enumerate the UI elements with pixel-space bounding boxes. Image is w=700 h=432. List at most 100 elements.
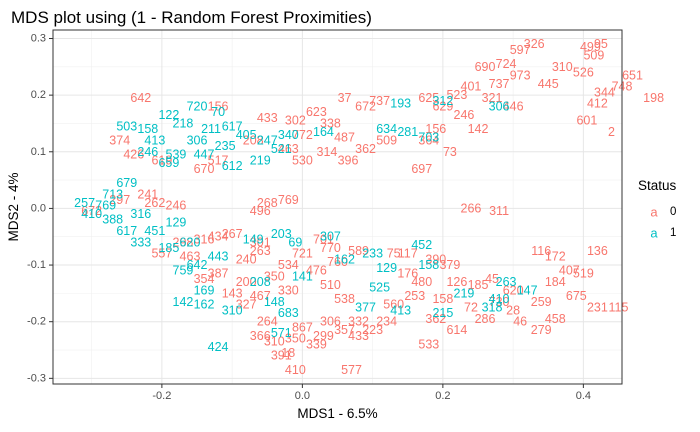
point-label-status-1: 312	[432, 94, 453, 108]
point-label-status-0: 412	[587, 97, 608, 111]
point-label-status-0: 410	[285, 363, 306, 377]
point-label-status-0: 28	[506, 303, 520, 317]
point-label-status-0: 366	[250, 329, 271, 343]
point-label-status-0: 263	[250, 244, 271, 258]
point-label-status-1: 193	[390, 97, 411, 111]
point-label-status-0: 200	[236, 275, 257, 289]
point-label-status-0: 266	[461, 201, 482, 215]
point-label-status-0: 350	[264, 269, 285, 283]
point-label-status-0: 407	[559, 264, 580, 278]
point-label-status-0: 675	[566, 289, 587, 303]
point-label-status-0: 184	[545, 275, 566, 289]
point-label-status-0: 310	[264, 335, 285, 349]
point-label-status-0: 332	[348, 315, 369, 329]
point-label-status-1: 70	[211, 105, 225, 119]
point-label-status-0: 18	[281, 346, 295, 360]
point-label-status-1: 257	[74, 196, 95, 210]
point-label-status-0: 973	[510, 68, 531, 82]
point-label-status-0: 116	[531, 244, 551, 258]
point-label-status-0: 176	[397, 267, 418, 281]
x-tick-label: -0.2	[152, 390, 171, 402]
point-label-status-1: 69	[288, 235, 302, 249]
point-label-status-1: 129	[376, 261, 397, 275]
point-label-status-0: 354	[194, 272, 215, 286]
point-label-status-0: 642	[130, 91, 151, 105]
point-label-status-0: 75	[387, 247, 401, 261]
point-label-status-0: 158	[432, 292, 453, 306]
point-label-status-0: 298	[173, 235, 194, 249]
point-label-status-0: 499	[580, 40, 601, 54]
point-label-status-1: 424	[208, 340, 229, 354]
point-label-status-1: 443	[208, 250, 229, 264]
point-label-status-0: 701	[313, 233, 334, 247]
point-label-status-0: 509	[583, 48, 604, 62]
point-label-status-0: 37	[338, 91, 352, 105]
point-label-status-1: 410	[81, 207, 102, 221]
point-label-status-0: 601	[576, 114, 597, 128]
point-label-status-0: 724	[496, 57, 517, 71]
point-label-status-1: 208	[250, 275, 271, 289]
point-label-status-1: 246	[137, 145, 158, 159]
point-label-status-1: 405	[236, 128, 257, 142]
point-label-status-0: 198	[643, 91, 664, 105]
point-label-status-0: 396	[338, 153, 359, 167]
point-label-status-0: 126	[446, 275, 467, 289]
point-label-status-0: 533	[418, 337, 439, 351]
point-label-status-1: 659	[158, 156, 179, 170]
point-label-status-0: 433	[257, 111, 278, 125]
point-label-status-0: 301	[250, 235, 271, 249]
point-label-status-1: 158	[137, 122, 158, 136]
point-label-status-0: 467	[250, 289, 271, 303]
point-label-status-1: 169	[194, 284, 215, 298]
point-label-status-0: 279	[531, 323, 552, 337]
point-label-status-1: 203	[271, 227, 292, 241]
point-label-status-0: 310	[552, 60, 573, 74]
point-label-status-0: 311	[489, 204, 509, 218]
point-label-status-1: 617	[222, 119, 243, 133]
y-axis-title: MDS2 - 4%	[6, 172, 21, 241]
point-label-status-0: 517	[208, 153, 229, 167]
x-tick-label: 0.2	[435, 390, 450, 402]
y-axis-ticks: -0.3 -0.2 -0.1 0.0 0.1 0.2 0.3	[27, 32, 53, 384]
point-label-status-0: 234	[376, 315, 397, 329]
point-label-status-0: 597	[510, 43, 531, 57]
point-label-status-0: 208	[243, 133, 264, 147]
point-label-status-0: 557	[151, 247, 172, 261]
major-gridlines	[53, 30, 622, 384]
point-label-status-0: 299	[313, 329, 334, 343]
point-label-status-1: 122	[158, 108, 179, 122]
point-label-status-0: 338	[320, 116, 341, 130]
point-label-status-0: 136	[587, 244, 608, 258]
minor-gridlines	[53, 30, 622, 384]
point-label-status-0: 476	[306, 264, 327, 278]
point-label-status-1: 617	[116, 224, 137, 238]
point-label-status-0: 267	[222, 227, 243, 241]
point-label-status-1: 318	[482, 301, 503, 315]
point-label-status-0: 156	[208, 99, 229, 113]
point-label-status-0: 510	[320, 278, 341, 292]
point-label-status-0: 496	[250, 204, 271, 218]
y-tick-label: 0.1	[31, 146, 46, 158]
point-label-status-0: 651	[622, 68, 643, 82]
point-label-status-1: 233	[362, 247, 383, 261]
point-label-status-1: 333	[130, 235, 151, 249]
point-label-status-0: 519	[573, 267, 594, 281]
y-tick-label: -0.1	[27, 259, 46, 271]
point-label-status-0: 534	[278, 258, 299, 272]
point-label-status-0: 721	[292, 247, 313, 261]
point-label-status-1: 612	[222, 159, 243, 173]
point-label-status-0: 737	[369, 94, 390, 108]
point-label-status-0: 619	[151, 153, 172, 167]
point-label-status-0: 297	[109, 193, 130, 207]
point-label-status-0: 321	[482, 91, 503, 105]
point-label-status-1: 620	[180, 235, 201, 249]
point-label-status-1: 219	[454, 286, 475, 300]
point-label-status-0: 268	[257, 196, 278, 210]
point-label-status-1: 377	[355, 301, 376, 315]
point-label-status-0: 142	[468, 122, 489, 136]
point-label-status-0: 364	[418, 133, 439, 147]
point-label-status-0: 357	[334, 323, 355, 337]
point-label-status-0: 390	[425, 252, 446, 266]
point-label-status-1: 720	[187, 99, 208, 113]
point-label-status-1: 571	[271, 326, 292, 340]
